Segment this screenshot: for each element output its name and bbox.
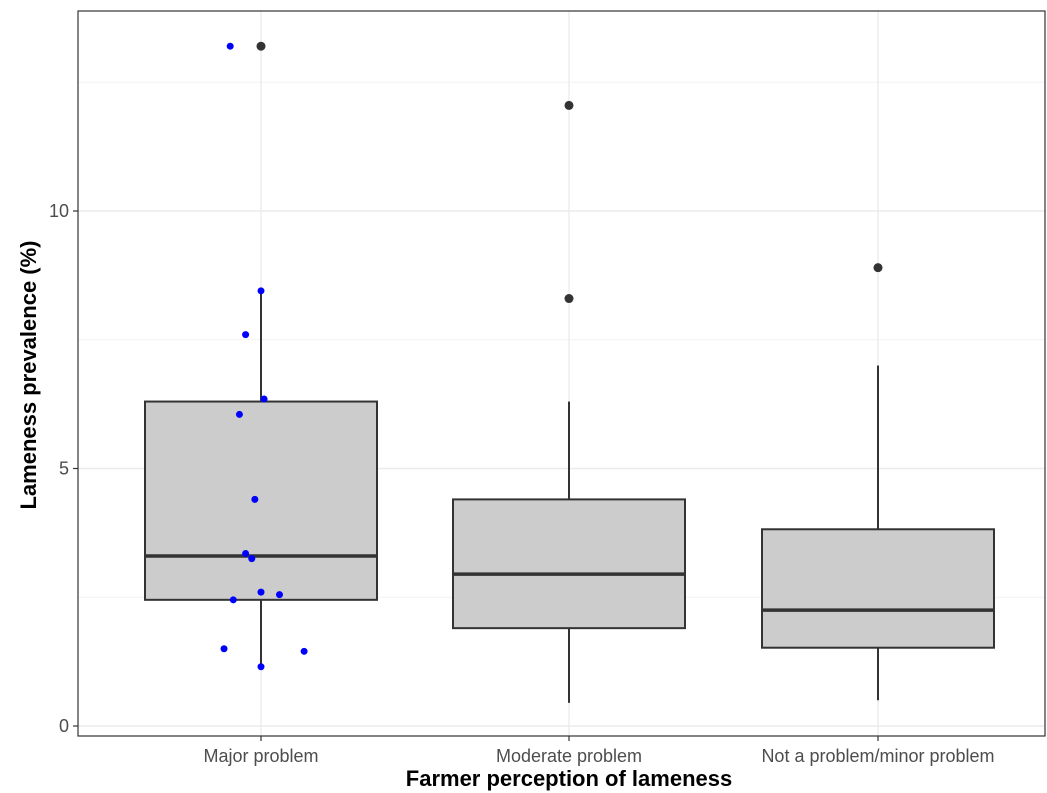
y-axis-title: Lameness prevalence (%) — [16, 240, 41, 509]
data-point — [257, 663, 265, 671]
data-point — [275, 591, 283, 599]
data-point — [235, 410, 243, 418]
y-tick-label: 5 — [59, 459, 69, 479]
data-point — [220, 645, 228, 653]
y-axis-ticks: 0 5 10 — [49, 201, 78, 736]
data-point — [242, 331, 250, 339]
boxplot-2 — [761, 263, 995, 701]
x-axis-title: Farmer perception of lameness — [406, 766, 732, 791]
data-point — [257, 287, 265, 295]
x-axis-ticks: Major problem Moderate problem Not a probl… — [203, 736, 995, 766]
x-tick-label: Moderate problem — [496, 746, 642, 766]
y-tick-label: 0 — [59, 716, 69, 736]
data-point — [226, 42, 234, 50]
data-points — [220, 42, 308, 671]
outlier-point — [564, 100, 574, 110]
outlier-point — [256, 41, 266, 51]
x-tick-label: Major problem — [203, 746, 318, 766]
data-point — [248, 555, 256, 563]
box — [761, 528, 995, 649]
y-tick-label: 10 — [49, 201, 69, 221]
data-point — [257, 588, 265, 596]
outlier-point — [564, 294, 574, 304]
data-point — [229, 596, 237, 604]
boxplot-0 — [144, 41, 378, 667]
boxplots — [144, 41, 995, 703]
plot-panel-border — [77, 10, 1046, 737]
data-point — [251, 495, 259, 503]
boxplot-1 — [452, 100, 686, 703]
data-point — [300, 647, 308, 655]
data-point — [260, 395, 268, 403]
box — [452, 498, 686, 630]
box — [144, 400, 378, 601]
x-tick-label: Not a problem/minor problem — [761, 746, 994, 766]
data-point — [242, 549, 250, 557]
outlier-point — [873, 263, 883, 273]
